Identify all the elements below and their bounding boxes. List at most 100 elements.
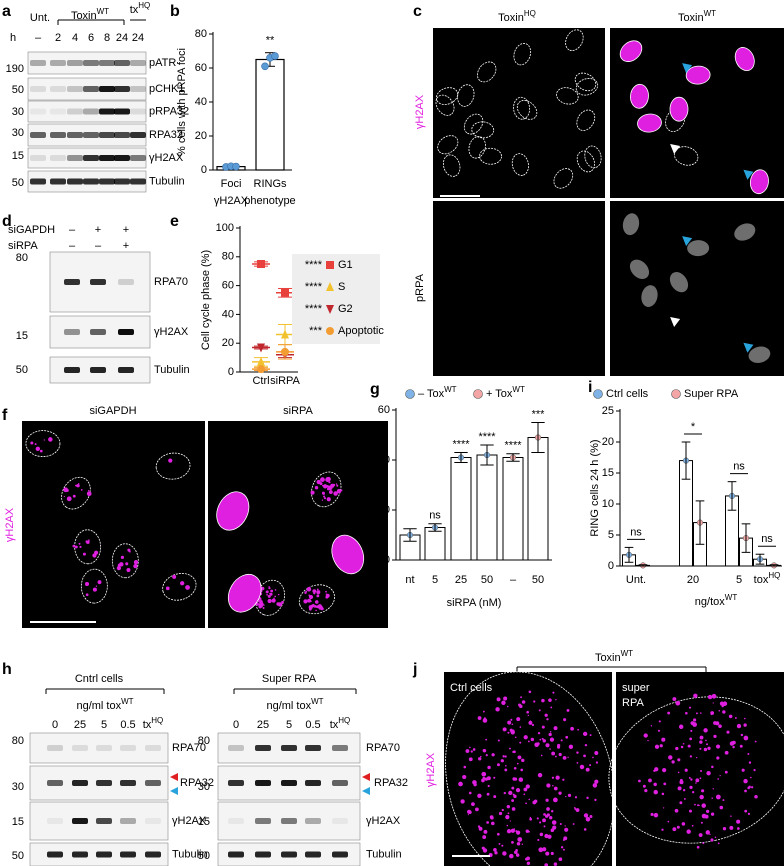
- band: [114, 178, 130, 185]
- band: [64, 329, 80, 335]
- focus: [675, 700, 681, 706]
- focus: [516, 717, 521, 722]
- legend-marker: [593, 389, 603, 399]
- row-label: pRPA: [414, 273, 426, 302]
- focus: [500, 759, 504, 763]
- band: [120, 851, 136, 858]
- focus: [323, 484, 328, 489]
- focus: [672, 697, 677, 702]
- focus: [487, 765, 491, 770]
- nucleus: [61, 476, 91, 510]
- focus: [583, 754, 586, 758]
- nucleus: [665, 108, 686, 132]
- y-tick-label: 0: [384, 554, 390, 566]
- band: [47, 851, 63, 858]
- lane-label: 24: [132, 32, 144, 44]
- focus: [721, 705, 724, 708]
- mw-label: 50: [12, 177, 24, 189]
- focus: [79, 545, 82, 549]
- focus: [695, 778, 700, 783]
- focus: [750, 776, 752, 779]
- dose-label: ng/ml toxWT: [266, 697, 323, 712]
- panel-letter: h: [2, 661, 12, 678]
- band: [83, 178, 99, 185]
- focus: [565, 795, 567, 798]
- lane-label: 0: [52, 719, 58, 731]
- focus: [702, 842, 705, 845]
- legend-label: + ToxWT: [486, 385, 525, 400]
- focus: [304, 591, 307, 595]
- mw-label: 15: [12, 816, 24, 828]
- band: [228, 780, 244, 786]
- focus: [589, 764, 592, 767]
- nucleus: [311, 471, 342, 508]
- focus: [323, 495, 326, 498]
- data-point: [232, 162, 240, 171]
- column-label-base: Toxin: [678, 12, 704, 24]
- focus: [82, 552, 86, 556]
- micrograph: [444, 672, 612, 866]
- panel-letter: e: [170, 213, 179, 230]
- y-tick-label: 100: [216, 222, 234, 234]
- dose-label-base: ng/ml tox: [76, 700, 121, 712]
- focus: [281, 600, 284, 604]
- arrowhead: [670, 316, 681, 327]
- lane-label-sup: HQ: [151, 716, 163, 725]
- focus: [325, 595, 329, 599]
- band: [118, 367, 134, 373]
- focus: [72, 494, 76, 498]
- focus: [716, 756, 720, 760]
- focus: [705, 739, 707, 742]
- focus: [688, 706, 692, 709]
- focus: [697, 804, 700, 807]
- focus: [269, 592, 271, 595]
- nucleus: [74, 529, 102, 565]
- focus: [520, 696, 523, 699]
- focus: [508, 790, 513, 795]
- error-bar: [624, 546, 634, 563]
- focus: [700, 741, 702, 744]
- focus: [509, 820, 511, 822]
- band: [30, 60, 46, 66]
- band: [64, 367, 80, 373]
- focus: [543, 825, 546, 828]
- focus: [482, 835, 487, 839]
- focus: [518, 777, 524, 782]
- focus: [730, 815, 732, 817]
- focus: [498, 811, 503, 816]
- focus: [34, 443, 37, 446]
- focus: [511, 723, 514, 726]
- band: [47, 780, 63, 786]
- band: [90, 279, 106, 285]
- legend-label-sup: WT: [512, 385, 525, 394]
- focus: [511, 799, 515, 802]
- image-label: RPA: [622, 697, 644, 709]
- panel-letter: i: [588, 379, 592, 396]
- focus: [563, 836, 568, 841]
- focus: [336, 484, 339, 487]
- focus: [509, 853, 514, 859]
- focus: [662, 767, 667, 773]
- focus: [747, 812, 751, 816]
- nucleus: [435, 87, 459, 105]
- focus: [660, 745, 662, 747]
- band: [50, 60, 66, 66]
- legend-label: Ctrl cells: [606, 388, 649, 400]
- band: [130, 178, 146, 185]
- band: [72, 851, 88, 858]
- focus: [558, 752, 562, 757]
- significance: ****: [478, 431, 496, 443]
- band: [281, 745, 297, 751]
- nucleus: [471, 121, 495, 139]
- focus: [495, 707, 500, 712]
- lane-label: 2: [55, 32, 61, 44]
- focus: [120, 555, 125, 559]
- focus: [501, 700, 506, 705]
- focus: [690, 729, 693, 732]
- sign: –: [69, 224, 76, 236]
- focus: [709, 833, 711, 836]
- column-label-base: Toxin: [595, 652, 621, 664]
- nucleus: [298, 584, 335, 615]
- focus: [66, 496, 72, 502]
- focus: [325, 593, 328, 596]
